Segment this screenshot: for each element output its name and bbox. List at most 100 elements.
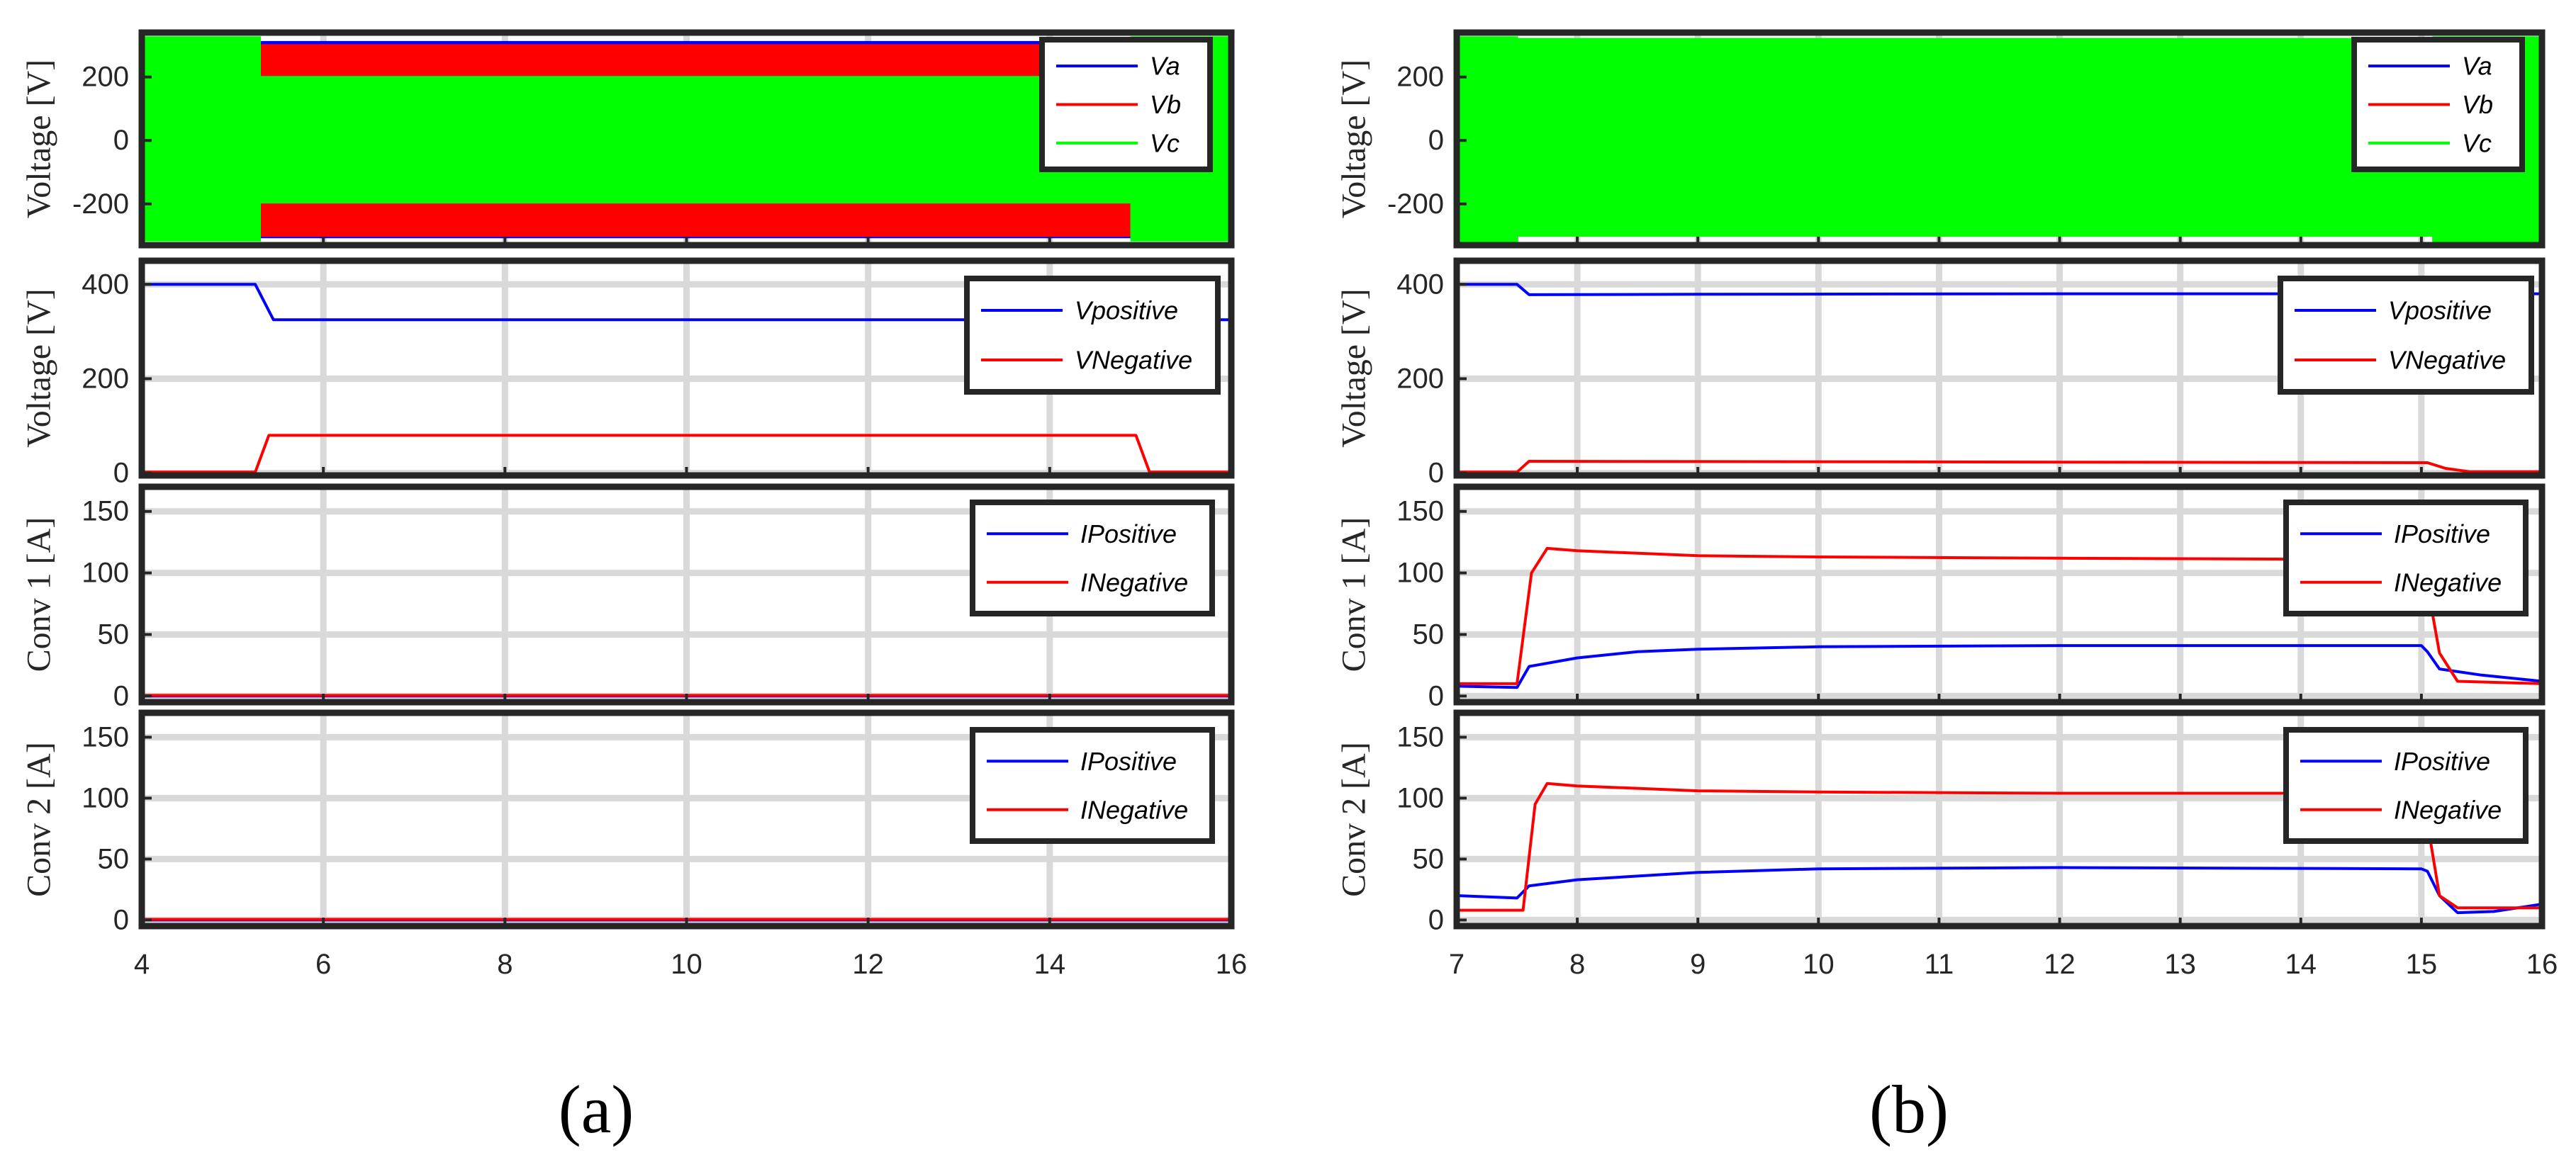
subplot-a-3: 0 50 100 150 Conv 1 [A] IPositive INegative: [21, 483, 1235, 711]
legend-label: IPositive: [1080, 747, 1177, 776]
y-tick-label: 200: [1396, 363, 1444, 394]
legend-label: INegative: [1080, 568, 1188, 597]
series-vpositive-line: [142, 283, 1231, 322]
subplot-a-1: -200 0 200 Voltage [V] Va Vb Vc: [21, 29, 1235, 249]
y-axis-label: Voltage [V]: [21, 288, 58, 447]
x-tick-label: 9: [1690, 949, 1706, 980]
subplot-b-3: 0 50 100 150 Conv 1 [A] IPositive INegative: [1335, 483, 2546, 711]
legend-label: VNegative: [1075, 346, 1192, 375]
legend-label: Vpositive: [2388, 296, 2492, 325]
x-tick-label: 7: [1449, 949, 1465, 980]
legend-box: [2278, 276, 2534, 395]
x-tick-label: 13: [2164, 949, 2196, 980]
y-tick-label: 50: [98, 843, 130, 874]
legend-label: Vb: [2462, 90, 2493, 119]
x-tick-label: 12: [852, 949, 884, 980]
panel-b: -200 0 200 Voltage [V] Va Vb Vc 0 200 400 Voltage …: [1335, 29, 2558, 980]
series-vpositive-line: [1457, 283, 2542, 296]
legend-box: [970, 500, 1215, 616]
y-tick-label: -200: [72, 188, 129, 220]
axes-frame: [1453, 709, 2546, 930]
legend-label: Va: [1150, 52, 1180, 81]
y-tick-label: 100: [82, 558, 129, 589]
y-axis-label: Conv 2 [A]: [1335, 742, 1373, 897]
y-tick-label: 0: [113, 680, 129, 711]
y-tick-label: 0: [1428, 680, 1444, 711]
legend-label: IPositive: [2394, 519, 2490, 548]
x-tick-label: 16: [1216, 949, 1248, 980]
y-axis-label: Conv 1 [A]: [21, 517, 58, 672]
y-tick-label: 0: [113, 458, 129, 489]
x-tick-label: 8: [497, 949, 513, 980]
legend-box: [2283, 500, 2529, 616]
series-vc-band: [142, 36, 1231, 242]
legend: IPositive INegative: [970, 727, 1215, 844]
x-tick-label: 4: [134, 949, 150, 980]
legend-label: INegative: [2394, 568, 2502, 597]
legend: IPositive INegative: [2283, 727, 2529, 844]
legend-label: INegative: [2394, 795, 2502, 824]
legend-label: INegative: [1080, 795, 1188, 824]
y-tick-label: 100: [1396, 558, 1444, 589]
legend: Va Vb Vc: [2351, 37, 2525, 172]
series-group: [1457, 782, 2542, 915]
x-tick-label: 10: [671, 949, 702, 980]
y-tick-label: 50: [98, 619, 130, 650]
subplot-b-4: 0 50 100 150 Conv 2 [A] IPositive INegative: [1335, 709, 2546, 935]
y-tick-label: 0: [1428, 125, 1444, 156]
y-tick-label: 50: [1413, 619, 1445, 650]
y-tick-label: 400: [1396, 269, 1444, 300]
x-tick-label: 11: [1925, 949, 1954, 980]
y-tick-label: 150: [82, 721, 129, 752]
y-axis-label: Voltage [V]: [1335, 288, 1373, 447]
legend: Va Vb Vc: [1039, 37, 1213, 172]
legend-box: [2283, 727, 2529, 844]
subplot-a-4: 0 50 100 150 Conv 2 [A] IPositive INegative: [21, 709, 1235, 935]
y-tick-label: 100: [82, 782, 129, 813]
panel-b-caption: (b): [1869, 1071, 1949, 1147]
legend-label: Vc: [2462, 128, 2492, 157]
legend-label: Vc: [1150, 128, 1180, 157]
x-tick-label: 15: [2406, 949, 2438, 980]
series-ipositive-line: [1457, 644, 2542, 689]
legend-label: Vpositive: [1075, 296, 1178, 325]
subplot-b-1: -200 0 200 Voltage [V] Va Vb Vc: [1335, 29, 2546, 249]
axes-frame: [1453, 257, 2546, 479]
series-vnegative-line: [142, 434, 1231, 474]
y-axis-label: Voltage [V]: [1335, 60, 1373, 218]
legend-box: [970, 727, 1215, 844]
series-group: [142, 36, 1231, 242]
legend: IPositive INegative: [2283, 500, 2529, 616]
legend-label: IPositive: [1080, 519, 1177, 548]
y-axis-label: Voltage [V]: [21, 60, 58, 218]
subplot-b-2: 0 200 400 Voltage [V] Vpositive VNegative: [1335, 257, 2546, 489]
legend: Vpositive VNegative: [964, 276, 1221, 395]
legend: IPositive INegative: [970, 500, 1215, 616]
series-group: [1457, 283, 2542, 474]
axes-frame: [1453, 29, 2546, 249]
x-tick-label: 14: [1034, 949, 1066, 980]
x-tick-label: 10: [1803, 949, 1835, 980]
y-tick-label: 200: [1396, 62, 1444, 93]
series-ipositive-line: [1457, 866, 2542, 915]
legend-box: [964, 276, 1221, 395]
y-tick-label: 0: [1428, 458, 1444, 489]
y-tick-label: 0: [113, 125, 129, 156]
y-tick-label: 100: [1396, 782, 1444, 813]
y-tick-label: 200: [82, 363, 129, 394]
x-tick-label: 12: [2044, 949, 2076, 980]
panel-a-caption: (a): [558, 1071, 634, 1147]
series-group: [142, 283, 1231, 474]
x-tick-label: 16: [2526, 949, 2558, 980]
series-inegative-line: [1457, 546, 2542, 685]
legend-label: Va: [2462, 52, 2492, 81]
legend-label: IPositive: [2394, 747, 2490, 776]
legend-label: Vb: [1150, 90, 1181, 119]
y-tick-label: 150: [1396, 721, 1444, 752]
y-axis-label: Conv 2 [A]: [21, 742, 58, 897]
y-tick-label: 0: [1428, 904, 1444, 935]
legend-label: VNegative: [2388, 346, 2506, 375]
series-group: [1457, 546, 2542, 689]
legend: Vpositive VNegative: [2278, 276, 2534, 395]
